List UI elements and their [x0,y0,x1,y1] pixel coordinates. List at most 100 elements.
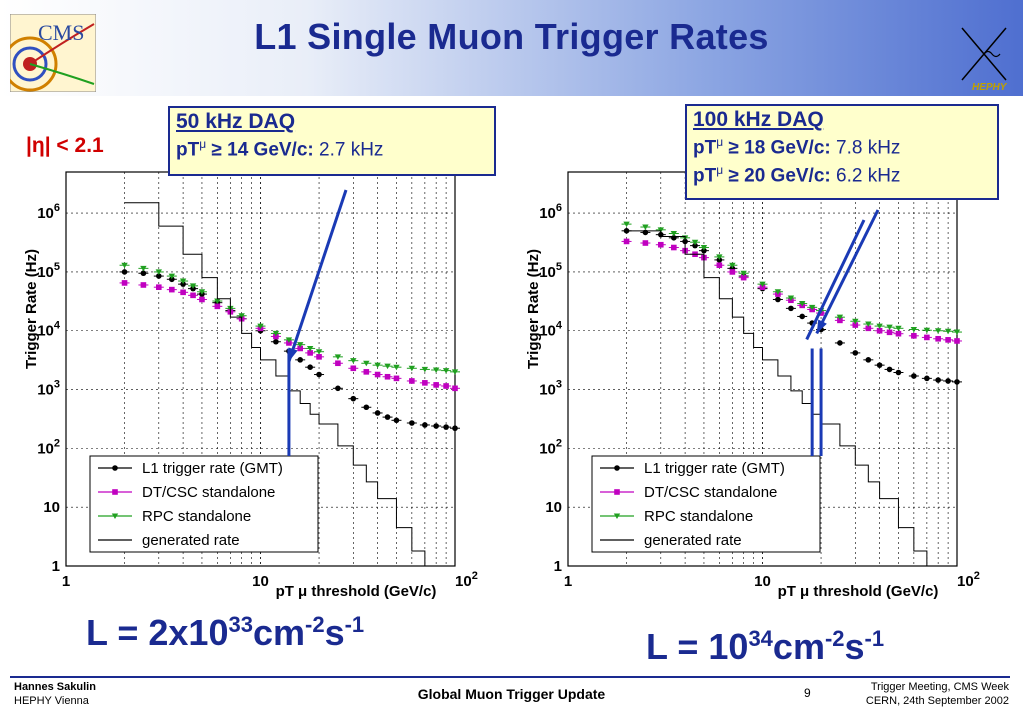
svg-text:HEPHY: HEPHY [972,82,1008,93]
legend-marker [112,489,118,495]
point-dtcsc [852,322,859,328]
point-l1-gmt [452,425,458,432]
point-rpc [306,345,314,352]
y-tick-label: 10 [545,499,562,516]
x-tick-label: 102 [957,570,980,590]
y-tick-label: 106 [37,202,60,222]
point-l1-gmt [121,269,128,275]
point-rpc [214,298,221,305]
legend-label: generated rate [644,532,742,549]
y-tick-label: 104 [37,320,61,340]
point-dtcsc [433,382,439,388]
rate-value: 6.2 kHz [836,165,901,187]
point-rpc [700,245,708,251]
point-dtcsc [409,378,415,384]
point-rpc [393,364,400,371]
y-axis-label: Trigger Rate (Hz) [23,249,40,369]
pt-label: pT [693,165,717,187]
point-dtcsc [335,360,341,367]
pt-condition: ≥ 18 GeV/c: [728,137,831,159]
point-l1-gmt [335,385,341,392]
point-dtcsc [642,240,649,246]
pointer-arrow [815,209,880,335]
point-rpc [334,354,342,360]
point-l1-gmt [180,281,186,287]
point-rpc [895,325,902,332]
y-tick-label: 103 [37,379,60,399]
point-dtcsc [837,317,843,324]
point-l1-gmt [775,296,781,303]
point-l1-gmt [273,338,279,345]
point-dtcsc [214,303,221,310]
point-rpc [179,278,187,285]
point-dtcsc [911,333,917,339]
series-line-generated-rate [124,202,455,567]
pt-sup: μ [716,135,724,149]
point-l1-gmt [433,423,439,429]
point-dtcsc [140,282,147,288]
point-rpc [852,318,859,325]
point-l1-gmt [384,414,391,420]
point-rpc [923,327,931,334]
svg-text:CMS: CMS [38,20,84,45]
point-rpc [642,224,649,231]
point-l1-gmt [692,242,698,249]
legend-box [89,455,319,553]
pt-label: pT [693,137,717,159]
point-rpc [238,313,245,319]
eta-cut-label: |η| < 2.1 [26,134,104,157]
point-dtcsc [350,365,357,372]
point-rpc [350,358,357,364]
pt-sup: μ [199,137,207,151]
pt-label: pT [176,139,200,161]
point-rpc [198,289,206,295]
point-rpc [729,262,736,269]
legend-marker [614,465,620,471]
point-l1-gmt [837,340,843,346]
point-l1-gmt [443,424,449,430]
point-dtcsc [374,371,381,378]
point-rpc [670,231,678,237]
point-rpc [408,365,416,372]
legend-label: DT/CSC standalone [142,484,275,501]
point-rpc [315,349,323,355]
point-rpc [691,239,699,246]
point-l1-gmt [297,357,304,363]
point-l1-gmt [954,379,960,385]
legend-label: L1 trigger rate (GMT) [644,460,785,477]
point-rpc [799,301,806,307]
point-l1-gmt [886,366,893,373]
point-dtcsc [190,292,196,299]
daq-box-line: pTμ ≥ 20 GeV/c: 6.2 kHz [693,159,991,187]
y-tick-label: 106 [539,202,562,222]
luminosity-left: L = 2x1033cm-2s-1 [86,612,365,653]
legend-label: generated rate [142,532,240,549]
point-rpc [657,227,665,233]
point-rpc [297,342,304,348]
point-rpc [774,289,782,295]
title-banner [0,0,1023,96]
point-rpc [808,304,816,311]
point-rpc [442,368,450,374]
x-axis-label: pT μ threshold (GeV/c) [276,583,437,600]
point-l1-gmt [156,273,162,279]
legend-label: DT/CSC standalone [644,484,777,501]
point-rpc [953,329,961,336]
point-dtcsc [307,350,313,356]
point-rpc [374,362,381,369]
legend-marker [614,489,620,495]
x-tick-label: 10 [754,573,771,590]
daq-box-heading: 100 kHz DAQ [693,108,824,131]
luminosity-right: L = 1034cm-2s-1 [646,626,885,667]
point-l1-gmt [393,417,400,424]
legend-label: L1 trigger rate (GMT) [142,460,283,477]
point-rpc [384,363,391,370]
point-l1-gmt [409,420,415,426]
x-tick-label: 1 [62,573,70,590]
point-l1-gmt [701,247,707,254]
legend-marker [112,465,118,471]
footer-author: Hannes Sakulin HEPHY Vienna [14,681,96,707]
point-l1-gmt [799,313,806,320]
point-dtcsc [286,340,292,346]
